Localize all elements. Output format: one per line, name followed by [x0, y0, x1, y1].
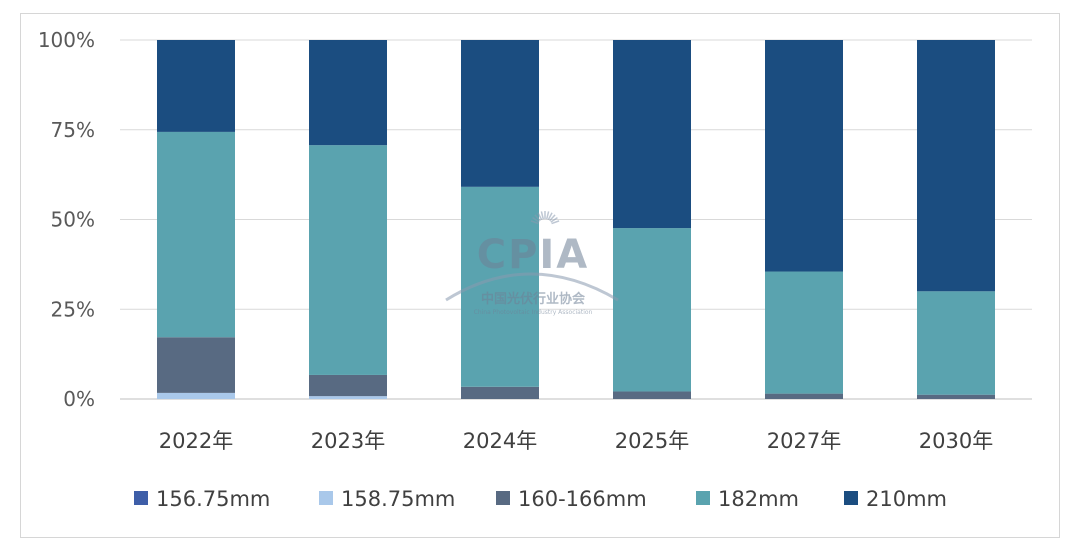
legend-swatch [696, 491, 710, 505]
gridlines [120, 39, 1032, 400]
bars [157, 40, 995, 399]
sun-ray [534, 214, 541, 222]
sun-ray [530, 220, 539, 225]
bar-segment [765, 393, 843, 399]
watermark-arc [445, 272, 619, 302]
x-axis: 2022年 2023年 2024年 2025年 2027年 2030年 [159, 429, 993, 453]
bar-segment [765, 271, 843, 394]
bar-segment [461, 386, 539, 399]
sun-ray [540, 211, 545, 220]
bar-segment [917, 291, 995, 395]
bar-segment [917, 394, 995, 399]
cpia-watermark: CPIA 中国光伏行业协会 China Photovoltaic Industr… [445, 211, 619, 316]
legend-label: 156.75mm [156, 487, 270, 511]
x-tick-label: 2024年 [463, 429, 537, 453]
bar-segment [157, 392, 235, 399]
sun-ray [547, 212, 553, 221]
x-tick-label: 2030年 [919, 429, 993, 453]
sun-ray [545, 211, 550, 220]
watermark-org-en: China Photovoltaic Industry Association [474, 309, 593, 316]
y-tick-label: 0% [63, 387, 95, 411]
bar-segment [309, 396, 387, 399]
x-tick-label: 2025年 [615, 429, 689, 453]
legend-swatch [134, 491, 148, 505]
x-tick-label: 2022年 [159, 429, 233, 453]
bar-segment [613, 391, 691, 399]
bar-segment [461, 40, 539, 187]
watermark-sun-icon [530, 211, 560, 225]
legend-swatch [844, 491, 858, 505]
bar-segment [765, 40, 843, 272]
sun-ray [532, 216, 540, 223]
watermark-org-cn: 中国光伏行业协会 [481, 291, 586, 307]
legend-swatch [496, 491, 510, 505]
legend-label: 182mm [718, 487, 799, 511]
y-tick-label: 75% [51, 118, 95, 142]
bar-segment [309, 40, 387, 146]
legend: 156.75mm 158.75mm 160-166mm 182mm 210mm [134, 487, 947, 511]
y-axis: 0% 25% 50% 75% 100% [38, 28, 95, 411]
bar-segment [917, 40, 995, 292]
legend-label: 158.75mm [341, 487, 455, 511]
sun-ray [550, 216, 558, 223]
sun-ray [537, 212, 543, 221]
y-tick-label: 100% [38, 28, 95, 52]
bar-segment [157, 131, 235, 338]
bar-segment [613, 228, 691, 392]
watermark-logo: CPIA [477, 232, 590, 278]
x-tick-label: 2023年 [311, 429, 385, 453]
x-tick-label: 2027年 [767, 429, 841, 453]
y-tick-label: 50% [51, 208, 95, 232]
bar-segment [157, 40, 235, 132]
sun-ray [551, 220, 560, 225]
legend-label: 160-166mm [518, 487, 647, 511]
bar-segment [309, 374, 387, 397]
legend-label: 210mm [866, 487, 947, 511]
legend-swatch [319, 491, 333, 505]
bar-segment [157, 337, 235, 393]
bar-segment [309, 145, 387, 375]
bar-segment [613, 40, 691, 229]
sun-ray [549, 214, 556, 222]
y-tick-label: 25% [51, 297, 95, 321]
